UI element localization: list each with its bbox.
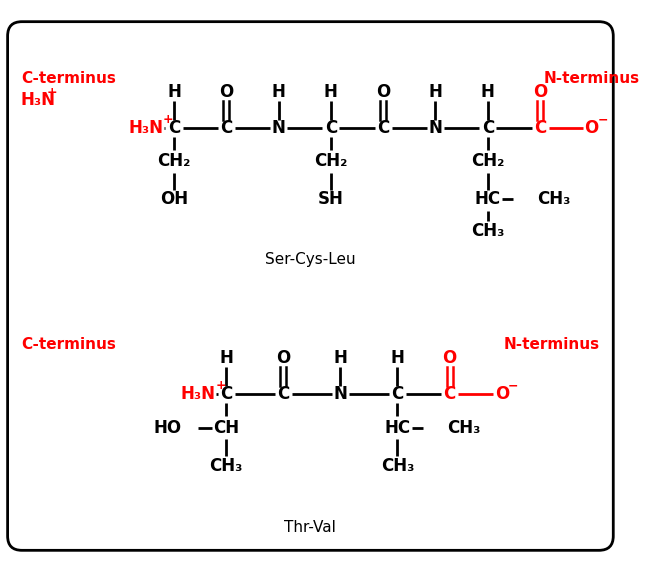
Text: +: + bbox=[46, 86, 57, 100]
Text: CH₂: CH₂ bbox=[314, 153, 347, 170]
Text: +: + bbox=[215, 379, 226, 392]
Text: C: C bbox=[391, 386, 404, 403]
Text: H: H bbox=[390, 349, 404, 367]
Text: H: H bbox=[481, 83, 495, 101]
Text: OH: OH bbox=[160, 190, 188, 208]
Text: C-terminus: C-terminus bbox=[21, 337, 116, 352]
Text: +: + bbox=[163, 113, 174, 126]
Text: H: H bbox=[324, 83, 338, 101]
Text: Ser-Cys-Leu: Ser-Cys-Leu bbox=[264, 252, 355, 267]
Text: HC: HC bbox=[385, 419, 411, 436]
Text: H₃N: H₃N bbox=[181, 386, 216, 403]
Text: H₃N: H₃N bbox=[21, 90, 56, 109]
Text: N: N bbox=[428, 119, 442, 137]
Text: CH₃: CH₃ bbox=[447, 419, 480, 436]
Text: Thr-Val: Thr-Val bbox=[284, 520, 336, 535]
Text: H₃N: H₃N bbox=[129, 119, 163, 137]
Text: C-terminus: C-terminus bbox=[21, 72, 116, 86]
Text: CH₃: CH₃ bbox=[381, 456, 414, 475]
Text: O: O bbox=[584, 119, 599, 137]
Text: N-terminus: N-terminus bbox=[544, 72, 640, 86]
Text: O: O bbox=[533, 83, 547, 101]
Text: H: H bbox=[219, 349, 233, 367]
Text: C: C bbox=[482, 119, 494, 137]
Text: C: C bbox=[534, 119, 546, 137]
Text: C: C bbox=[325, 119, 337, 137]
Text: CH₃: CH₃ bbox=[471, 222, 505, 240]
Text: H: H bbox=[167, 83, 181, 101]
Text: N: N bbox=[334, 386, 347, 403]
Text: O: O bbox=[495, 386, 509, 403]
Text: −: − bbox=[597, 113, 608, 126]
Text: O: O bbox=[219, 83, 233, 101]
Text: CH₂: CH₂ bbox=[471, 153, 505, 170]
Text: C: C bbox=[443, 386, 456, 403]
Text: CH₂: CH₂ bbox=[157, 153, 191, 170]
FancyBboxPatch shape bbox=[8, 22, 613, 550]
Text: −: − bbox=[508, 379, 518, 392]
Text: O: O bbox=[276, 349, 291, 367]
Text: H: H bbox=[334, 349, 347, 367]
Text: O: O bbox=[376, 83, 390, 101]
Text: H: H bbox=[428, 83, 442, 101]
Text: CH₃: CH₃ bbox=[210, 456, 243, 475]
Text: SH: SH bbox=[318, 190, 344, 208]
Text: N: N bbox=[272, 119, 285, 137]
Text: CH₃: CH₃ bbox=[537, 190, 571, 208]
Text: N-terminus: N-terminus bbox=[504, 337, 600, 352]
Text: H: H bbox=[272, 83, 285, 101]
Text: HC: HC bbox=[475, 190, 501, 208]
Text: HO: HO bbox=[153, 419, 182, 436]
Text: CH: CH bbox=[214, 419, 240, 436]
Text: C: C bbox=[220, 119, 232, 137]
Text: C: C bbox=[278, 386, 289, 403]
Text: C: C bbox=[168, 119, 180, 137]
Text: C: C bbox=[377, 119, 389, 137]
Text: O: O bbox=[443, 349, 457, 367]
Text: C: C bbox=[220, 386, 232, 403]
